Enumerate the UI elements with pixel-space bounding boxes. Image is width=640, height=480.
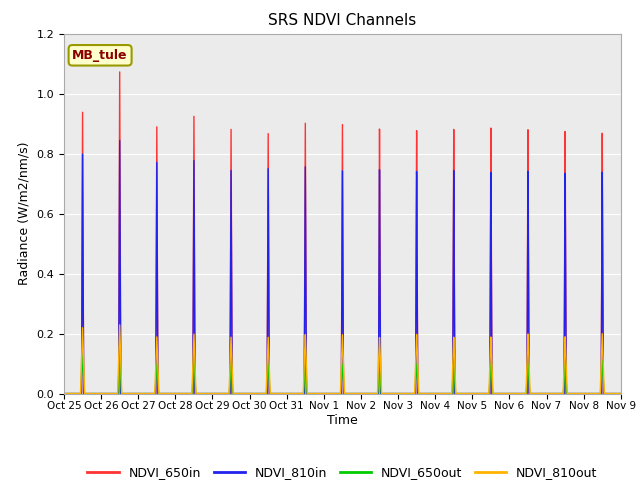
NDVI_810out [617,391,625,396]
NDVI_810in [419,391,427,396]
NDVI_650out [179,391,187,396]
NDVI_810in [617,391,625,396]
NDVI_650out [615,391,623,396]
NDVI_650in [617,391,625,396]
Text: MB_tule: MB_tule [72,49,128,62]
NDVI_650out [499,391,506,396]
Line: NDVI_810out: NDVI_810out [64,325,621,394]
NDVI_650out [60,391,68,396]
Line: NDVI_650in: NDVI_650in [64,72,621,394]
NDVI_650in [419,391,427,396]
NDVI_810out [269,391,276,396]
NDVI_810out [116,322,124,328]
NDVI_810in [116,138,124,144]
NDVI_810in [60,391,68,396]
NDVI_650out [617,391,625,396]
Line: NDVI_810in: NDVI_810in [64,141,621,394]
NDVI_810out [60,391,68,396]
NDVI_810in [269,391,276,396]
NDVI_650out [419,391,427,396]
NDVI_810out [499,391,506,396]
NDVI_650in [499,391,506,396]
Title: SRS NDVI Channels: SRS NDVI Channels [268,13,417,28]
Legend: NDVI_650in, NDVI_810in, NDVI_650out, NDVI_810out: NDVI_650in, NDVI_810in, NDVI_650out, NDV… [83,461,602,480]
NDVI_650in [173,391,181,396]
NDVI_810out [419,391,427,396]
NDVI_650in [60,391,68,396]
NDVI_810out [173,391,181,396]
NDVI_650out [173,391,181,396]
NDVI_810in [179,391,187,396]
NDVI_810out [615,391,623,396]
NDVI_810in [173,391,181,396]
NDVI_650out [116,349,124,355]
Line: NDVI_650out: NDVI_650out [64,352,621,394]
NDVI_650in [179,391,187,396]
NDVI_810in [615,391,623,396]
NDVI_650in [116,69,124,75]
NDVI_650out [269,391,276,396]
NDVI_650in [615,391,623,396]
NDVI_810out [179,391,187,396]
NDVI_650in [269,391,276,396]
Y-axis label: Radiance (W/m2/nm/s): Radiance (W/m2/nm/s) [18,142,31,285]
X-axis label: Time: Time [327,414,358,427]
NDVI_810in [499,391,506,396]
